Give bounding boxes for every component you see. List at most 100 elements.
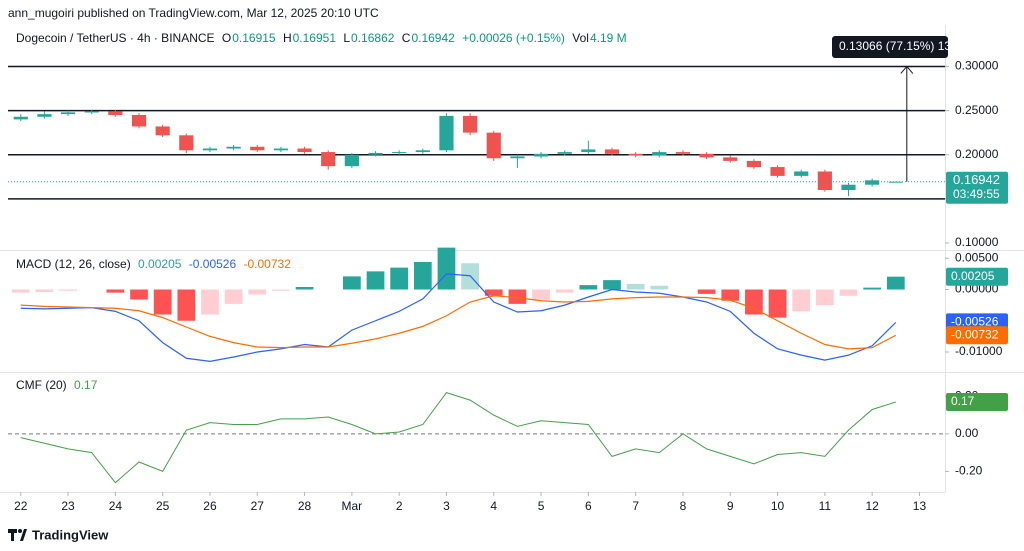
histogram-bar <box>153 289 172 315</box>
histogram-bar <box>579 285 598 290</box>
histogram-bar <box>508 289 527 304</box>
y-tick-label: 0.30000 <box>955 59 999 73</box>
symbol-title: Dogecoin / TetherUS · 4h · BINANCE <box>16 31 215 45</box>
volume-value: 4.19 M <box>589 31 627 45</box>
indicator-line <box>20 295 897 350</box>
countdown: 03:49:55 <box>953 187 1000 201</box>
histogram-bar <box>839 289 858 296</box>
x-tick-label: 23 <box>61 499 75 513</box>
candle-body <box>131 115 147 127</box>
histogram-bar <box>35 289 54 292</box>
histogram-bar <box>11 289 30 293</box>
histogram-bar <box>886 276 905 290</box>
candle-body <box>415 150 430 153</box>
x-tick-label: 5 <box>538 499 545 513</box>
price-label: 0.16942 <box>953 172 1000 187</box>
candle-body <box>817 171 832 190</box>
macd-legend: MACD (12, 26, close) 0.00205 -0.00526 -0… <box>16 257 295 271</box>
x-tick-label: 3 <box>443 499 450 513</box>
candle-body <box>699 153 714 158</box>
y-tick-label: -0.20 <box>955 464 983 478</box>
candle-body <box>557 152 572 154</box>
histogram-bar <box>437 247 456 290</box>
x-tick-label: 25 <box>156 499 170 513</box>
histogram-bar <box>130 289 148 300</box>
y-tick-label: 0.00500 <box>955 250 999 264</box>
symbol-legend: Dogecoin / TetherUS · 4h · BINANCE O0.16… <box>16 31 631 45</box>
measure-label: 0.13066 (77.15%) 13 <box>839 39 951 53</box>
value-box <box>946 326 1008 345</box>
ohlc-value: 0.16915 <box>232 31 276 45</box>
ohlc-label: O <box>221 31 232 45</box>
histogram-bar <box>555 289 574 293</box>
histogram-bar <box>532 289 550 300</box>
candle-body <box>794 171 809 176</box>
x-tick-label: 24 <box>109 499 123 513</box>
ohlc-label: C <box>401 31 411 45</box>
y-tick-label: 0.20000 <box>955 147 999 161</box>
histogram-bar <box>59 289 77 291</box>
candle-body <box>841 184 856 190</box>
price-box <box>946 171 1008 204</box>
candle-body <box>344 154 359 167</box>
histogram-bar <box>484 289 503 296</box>
x-tick-label: 11 <box>819 499 832 513</box>
x-tick-label: Mar <box>342 499 363 513</box>
candle-body <box>250 146 265 151</box>
candle-body <box>368 152 383 155</box>
histogram-bar <box>201 289 219 315</box>
histogram-bar <box>177 289 196 321</box>
x-tick-label: 13 <box>913 499 927 513</box>
y-tick-label: -0.01000 <box>955 344 1003 358</box>
brand: TradingView <box>32 527 109 542</box>
value-box-label: -0.00732 <box>951 327 999 341</box>
histogram-bar <box>863 287 882 290</box>
measure-box <box>832 36 948 58</box>
macd-title: MACD (12, 26, close) <box>16 257 131 271</box>
candle-body <box>865 180 880 185</box>
cmf-title: CMF (20) <box>16 378 67 392</box>
cmf-legend: CMF (20) 0.17 <box>16 378 101 392</box>
volume-label: Vol <box>572 31 589 45</box>
candle-body <box>84 111 99 113</box>
value-box-label: 0.17 <box>951 394 975 408</box>
x-tick-label: 9 <box>727 499 734 513</box>
candle-body <box>652 152 667 156</box>
x-tick-label: 8 <box>680 499 687 513</box>
candle-body <box>179 135 194 151</box>
candle-body <box>723 157 738 161</box>
histogram-bar <box>745 289 763 315</box>
legend-value: 0.00205 <box>138 257 182 271</box>
ohlc-label: H <box>282 31 292 45</box>
x-tick-label: 4 <box>490 499 497 513</box>
candle-body <box>628 153 643 156</box>
histogram-bar <box>272 289 290 291</box>
x-tick-label: 2 <box>396 499 403 513</box>
ohlc-value: 0.16951 <box>292 31 337 45</box>
cmf-line <box>20 392 896 484</box>
candle-body <box>108 111 123 115</box>
publish-info: ann_mugoiri published on TradingView.com… <box>8 6 379 20</box>
histogram-bar <box>413 262 432 290</box>
ohlc-label: L <box>343 31 351 45</box>
histogram-bar <box>650 285 669 290</box>
candle-body <box>888 181 903 183</box>
histogram-bar <box>721 289 740 301</box>
logo <box>8 529 27 541</box>
candle-body <box>321 152 336 167</box>
candle-body <box>675 152 691 154</box>
ohlc-value: 0.16862 <box>351 31 395 45</box>
histogram-bar <box>248 289 267 295</box>
candle-body <box>486 132 501 159</box>
histogram-bar <box>603 280 621 290</box>
candle-body <box>297 148 312 153</box>
candle-body <box>60 112 76 115</box>
ohlc-value: 0.16942 <box>411 31 455 45</box>
candle-body <box>604 149 620 154</box>
legend-value: -0.00732 <box>243 257 291 271</box>
x-tick-label: 7 <box>632 499 639 513</box>
x-tick-label: 6 <box>585 499 592 513</box>
candle-body <box>202 148 218 151</box>
candle-body <box>581 149 596 153</box>
